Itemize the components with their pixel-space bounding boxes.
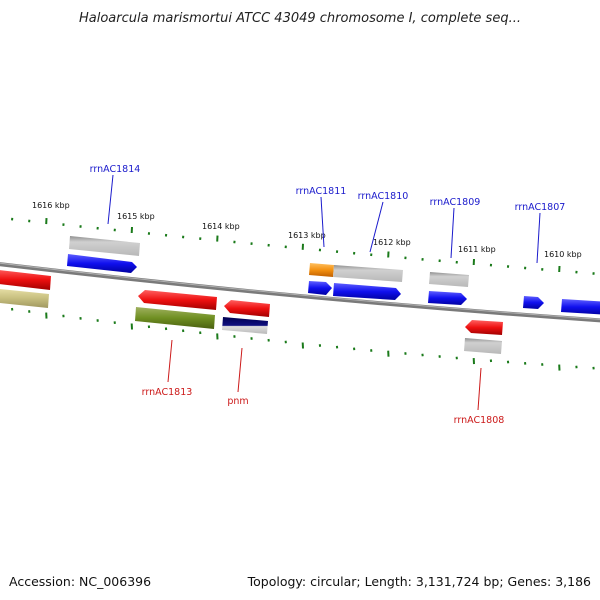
scale-label-1613: 1613 kbp <box>288 231 326 240</box>
gene-rrnAC1808-gray[interactable] <box>464 338 502 354</box>
label-rrnAC1813[interactable]: rrnAC1813 <box>142 387 193 398</box>
scale-ticks-inner <box>11 307 595 371</box>
gene-rrnAC1809[interactable] <box>428 291 467 305</box>
gene-rrnAC1811-arrow[interactable] <box>308 281 332 295</box>
accession-text: Accession: NC_006396 <box>9 574 151 589</box>
reverse-strand-features <box>0 269 503 354</box>
gene-rrnAC1810-gray[interactable] <box>333 265 403 282</box>
gene-edge-left-red[interactable] <box>0 269 51 290</box>
chromosome-backbone <box>0 262 600 323</box>
forward-strand-features <box>67 236 600 315</box>
chromosome-backbone-highlight <box>0 262 600 320</box>
gene-rrnAC1813-olive[interactable] <box>135 307 215 329</box>
gene-edge-left-khaki[interactable] <box>0 288 49 308</box>
leader-rrnAC1809 <box>450 207 455 259</box>
leader-rrnAC1808 <box>477 367 482 411</box>
label-pnm[interactable]: pnm <box>227 396 248 407</box>
map-title: Haloarcula marismortui ATCC 43049 chromo… <box>79 11 521 26</box>
leader-rrnAC1813 <box>167 339 173 383</box>
gene-pnm[interactable] <box>222 317 268 334</box>
scale-ticks-outer <box>11 217 595 275</box>
gene-rrnAC1808[interactable] <box>465 320 503 335</box>
gene-rrnAC1811[interactable] <box>309 263 334 277</box>
gene-rrnAC1814-gray[interactable] <box>69 236 140 256</box>
leader-pnm <box>237 347 243 393</box>
gene-rrnAC1813[interactable] <box>138 290 217 310</box>
scale-label-1616: 1616 kbp <box>32 201 70 210</box>
leader-rrnAC1807 <box>536 212 541 264</box>
gene-rrnAC1809-gray[interactable] <box>429 272 469 287</box>
gene-rrnAC1807[interactable] <box>523 296 544 309</box>
label-rrnAC1810[interactable]: rrnAC1810 <box>358 191 409 202</box>
scale-label-1610: 1610 kbp <box>544 250 582 259</box>
gene-edge-right[interactable] <box>561 299 600 315</box>
scale-label-1615: 1615 kbp <box>117 212 155 221</box>
gene-rrnAC1814[interactable] <box>67 254 137 273</box>
scale-label-1611: 1611 kbp <box>458 245 496 254</box>
leader-lines <box>107 174 541 411</box>
label-rrnAC1811[interactable]: rrnAC1811 <box>296 186 347 197</box>
genome-summary-text: Topology: circular; Length: 3,131,724 bp… <box>247 574 591 589</box>
scale-label-1612: 1612 kbp <box>373 238 411 247</box>
label-rrnAC1814[interactable]: rrnAC1814 <box>90 164 141 175</box>
leader-rrnAC1811 <box>320 196 325 248</box>
gene-rrnAC1810[interactable] <box>333 283 401 300</box>
scale-label-1614: 1614 kbp <box>202 222 240 231</box>
leader-rrnAC1810 <box>369 201 384 253</box>
label-rrnAC1809[interactable]: rrnAC1809 <box>430 197 481 208</box>
label-rrnAC1808[interactable]: rrnAC1808 <box>454 415 505 426</box>
gene-pnm-red[interactable] <box>224 300 270 317</box>
leader-rrnAC1814 <box>107 174 114 225</box>
label-rrnAC1807[interactable]: rrnAC1807 <box>515 202 566 213</box>
